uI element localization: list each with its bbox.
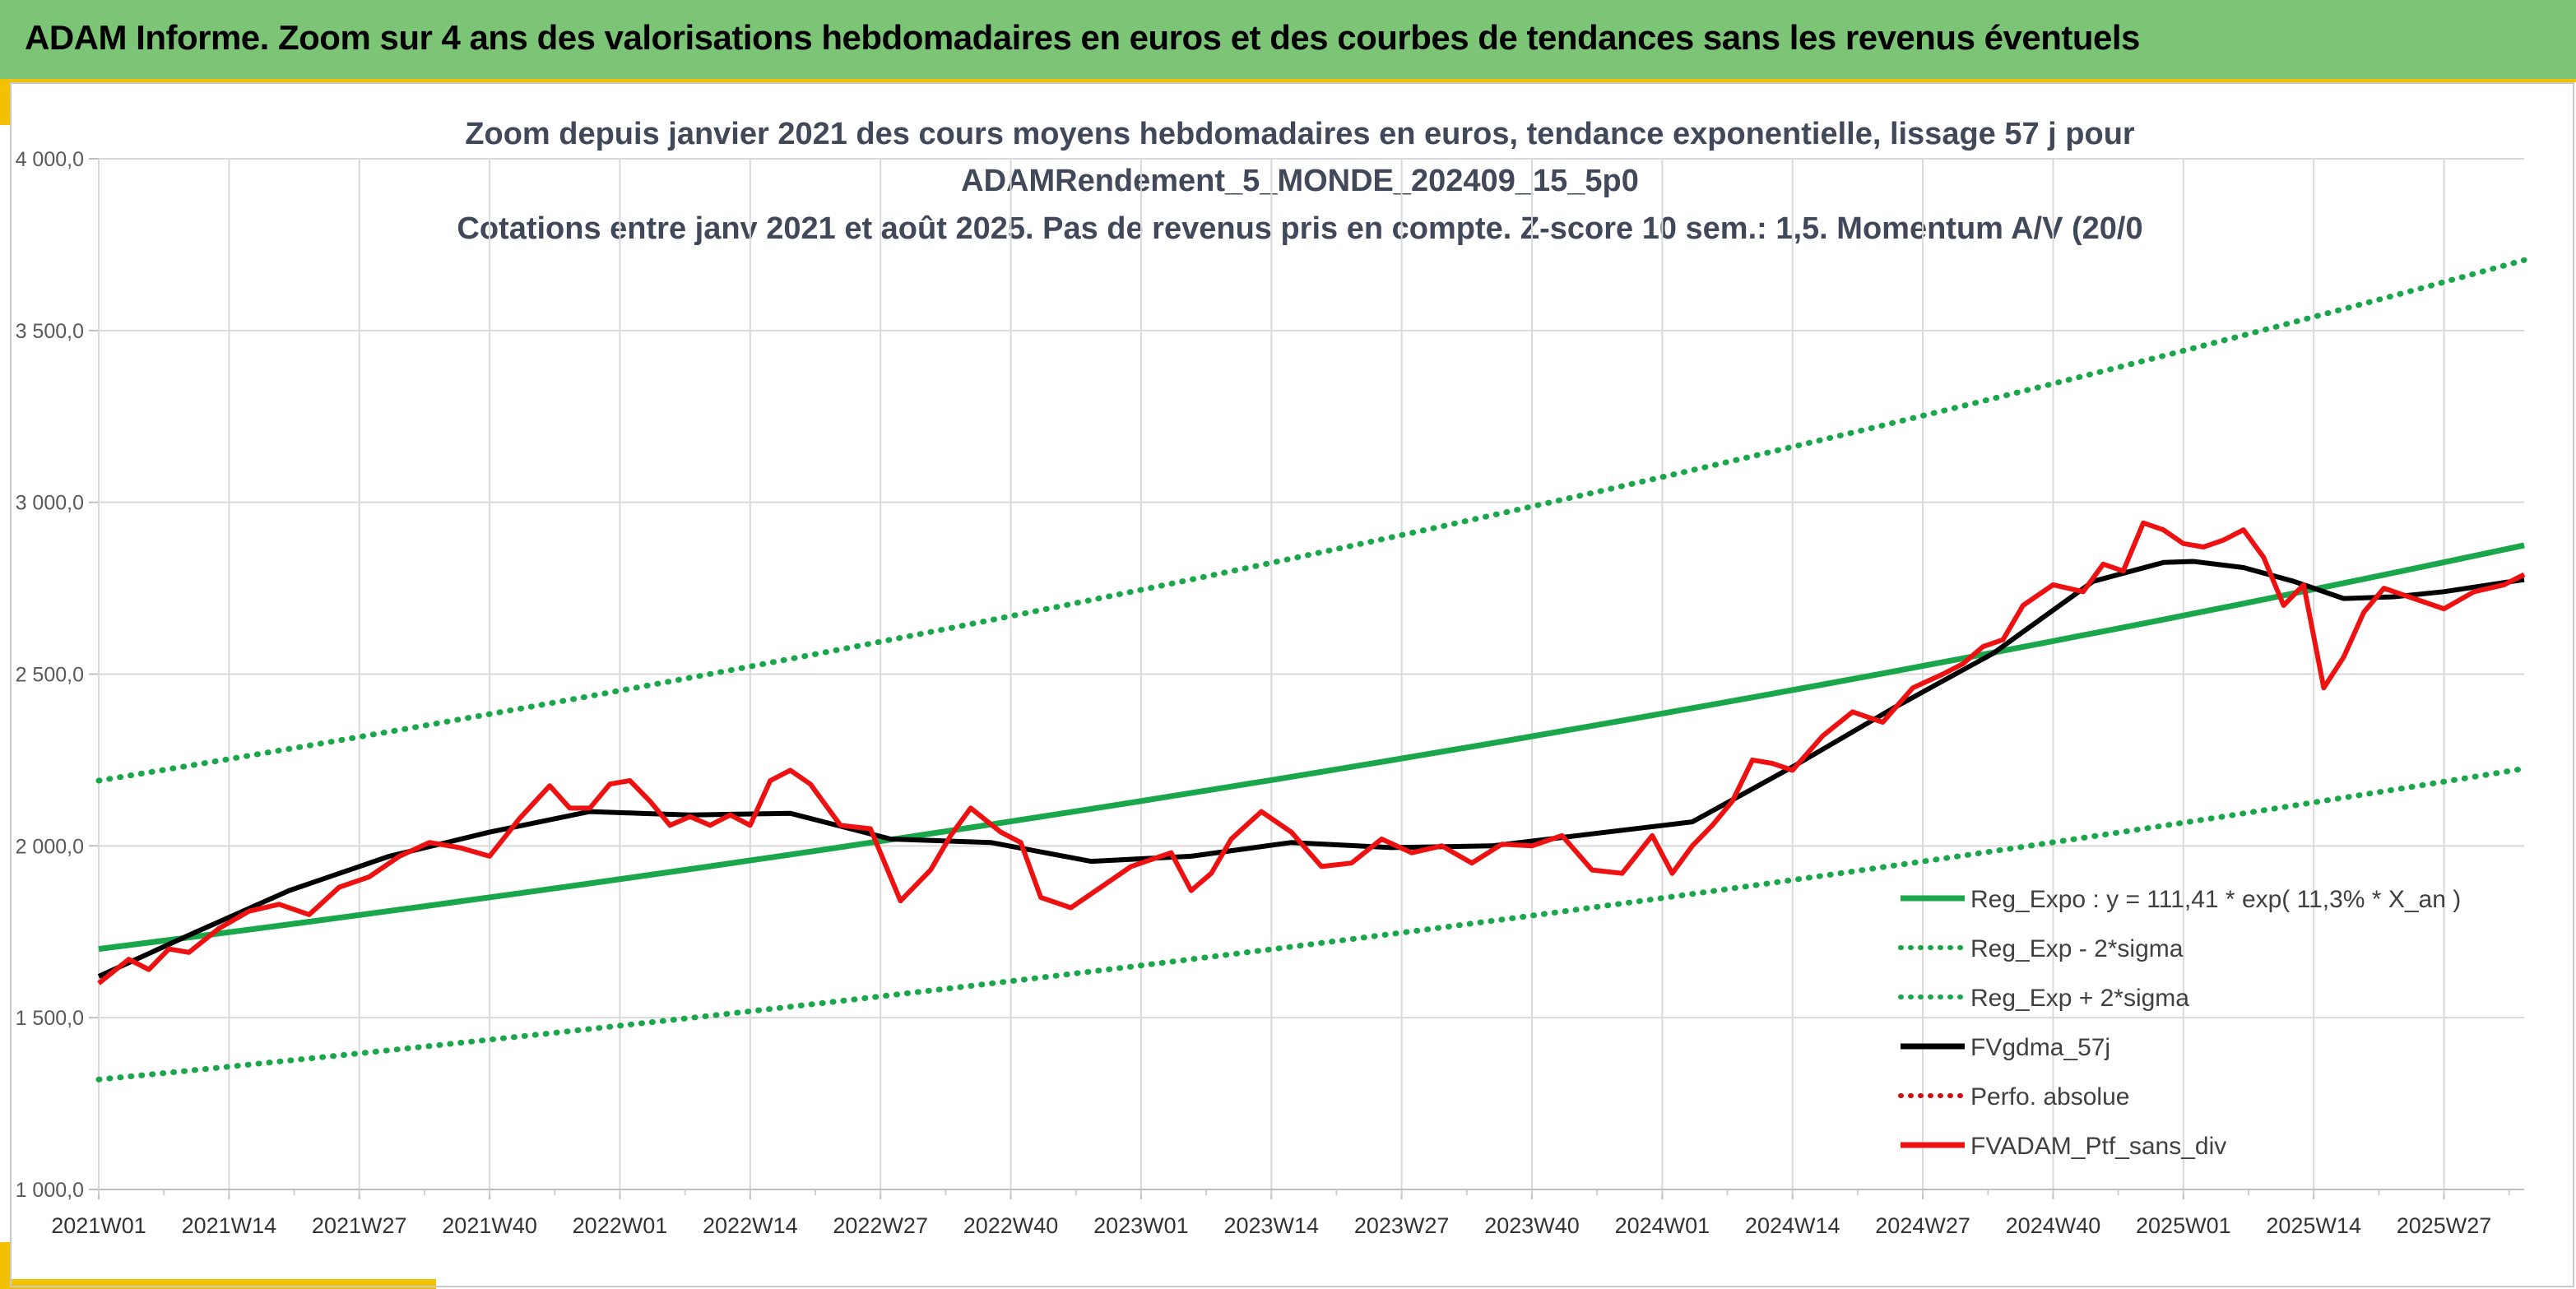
y-tick-label: 4 000,0 xyxy=(16,148,84,171)
legend-label: FVADAM_Ptf_sans_div xyxy=(1970,1133,2226,1160)
y-tick-label: 2 000,0 xyxy=(16,835,84,858)
y-tick-label: 1 000,0 xyxy=(16,1179,84,1202)
y-tick-label: 3 500,0 xyxy=(16,320,84,343)
chart-title-line-1: Zoom depuis janvier 2021 des cours moyen… xyxy=(465,117,2135,151)
x-tick-label: 2022W14 xyxy=(703,1213,798,1238)
x-tick-label: 2021W27 xyxy=(312,1213,407,1238)
series-reg-exp-minus-2sigma xyxy=(95,765,2527,1083)
x-tick-label: 2021W40 xyxy=(442,1213,537,1238)
x-tick-label: 2025W01 xyxy=(2136,1213,2231,1238)
chart-title: Zoom depuis janvier 2021 des cours moyen… xyxy=(457,117,2142,246)
series-fvadam-ptf-sans-div xyxy=(97,520,2526,985)
x-tick-label: 2022W40 xyxy=(963,1213,1059,1238)
x-tick-label: 2023W27 xyxy=(1354,1213,1450,1238)
legend-label: FVgdma_57j xyxy=(1970,1034,2110,1061)
x-tick-label: 2025W14 xyxy=(2266,1213,2361,1238)
legend-label: Reg_Exp - 2*sigma xyxy=(1970,935,2184,962)
x-tick-label: 2023W40 xyxy=(1484,1213,1580,1238)
chart-title-line-2: ADAMRendement_5_MONDE_202409_15_5p0 xyxy=(961,164,1639,198)
series-lines xyxy=(95,257,2527,1083)
x-tick-label: 2023W14 xyxy=(1223,1213,1319,1238)
x-tick-label: 2024W40 xyxy=(2006,1213,2101,1238)
x-tick-label: 2025W27 xyxy=(2397,1213,2492,1238)
x-tick-label: 2023W01 xyxy=(1093,1213,1189,1238)
series-reg-exp-plus-2sigma xyxy=(95,257,2527,784)
x-tick-label: 2021W14 xyxy=(182,1213,277,1238)
x-tick-label: 2022W27 xyxy=(833,1213,928,1238)
report-title: ADAM Informe. Zoom sur 4 ans des valoris… xyxy=(25,18,2140,57)
report-banner: ADAM Informe. Zoom sur 4 ans des valoris… xyxy=(0,0,2576,82)
accent-bar-left-bottom xyxy=(0,1242,12,1289)
x-tick-label: 2021W01 xyxy=(51,1213,146,1238)
y-axis-tick-labels: 1 000,0 1 500,0 2 000,0 2 500,0 3 000,0 3 500… xyxy=(16,148,84,1202)
x-axis-tick-labels: 2021W01 2021W14 2021W27 2021W40 2022W01 2022W… xyxy=(51,1213,2491,1238)
y-tick-label: 2 500,0 xyxy=(16,664,84,687)
x-tick-label: 2022W01 xyxy=(573,1213,668,1238)
series-reg-expo xyxy=(98,542,2525,953)
legend-label: Reg_Expo : y = 111,41 * exp( 11,3% * X_a… xyxy=(1970,886,2461,913)
x-tick-label: 2024W01 xyxy=(1615,1213,1710,1238)
accent-bar-left-top xyxy=(0,82,12,125)
legend-label: Reg_Exp + 2*sigma xyxy=(1970,985,2189,1012)
x-tick-label: 2024W14 xyxy=(1745,1213,1840,1238)
chart-title-line-3: Cotations entre janv 2021 et août 2025. … xyxy=(457,211,2142,246)
y-tick-label: 3 000,0 xyxy=(16,492,84,515)
legend: Reg_Expo : y = 111,41 * exp( 11,3% * X_a… xyxy=(1898,886,2461,1160)
y-tick-label: 1 500,0 xyxy=(16,1007,84,1030)
vertical-gridlines xyxy=(98,159,2524,1199)
legend-label: Perfo. absolue xyxy=(1970,1083,2129,1110)
series-fvgdma-57j xyxy=(97,559,2525,979)
x-tick-label: 2024W27 xyxy=(1875,1213,1970,1238)
horizontal-gridlines xyxy=(89,158,2524,1190)
